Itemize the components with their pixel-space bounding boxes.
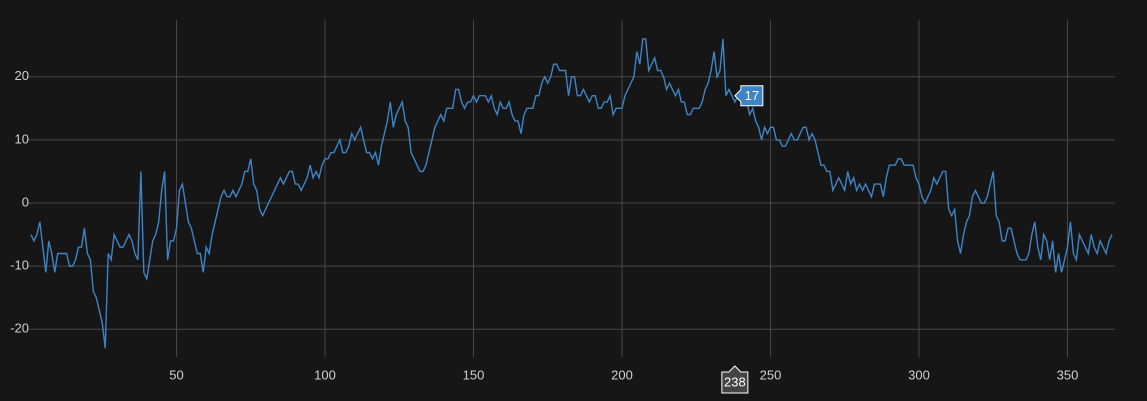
x-tick-label: 300 xyxy=(908,367,930,382)
y-tick-label: 20 xyxy=(15,68,29,83)
x-tick-label: 250 xyxy=(760,367,782,382)
x-tick-label: 50 xyxy=(169,367,183,382)
hover-label-box xyxy=(734,85,764,107)
x-tick-label: 100 xyxy=(314,367,336,382)
x-tick-label: 200 xyxy=(611,367,633,382)
y-tick-label: 0 xyxy=(22,194,29,209)
hover-x-label: 238 xyxy=(724,374,746,389)
x-tick-label: 350 xyxy=(1057,367,1079,382)
hover-x-box xyxy=(721,365,749,394)
data-line xyxy=(30,38,1113,349)
y-tick-label: 10 xyxy=(15,131,29,146)
y-tick-label: -10 xyxy=(10,258,29,273)
x-tick-label: 150 xyxy=(463,367,485,382)
hover-value-label: 17 xyxy=(745,88,759,103)
y-tick-label: -20 xyxy=(10,321,29,336)
